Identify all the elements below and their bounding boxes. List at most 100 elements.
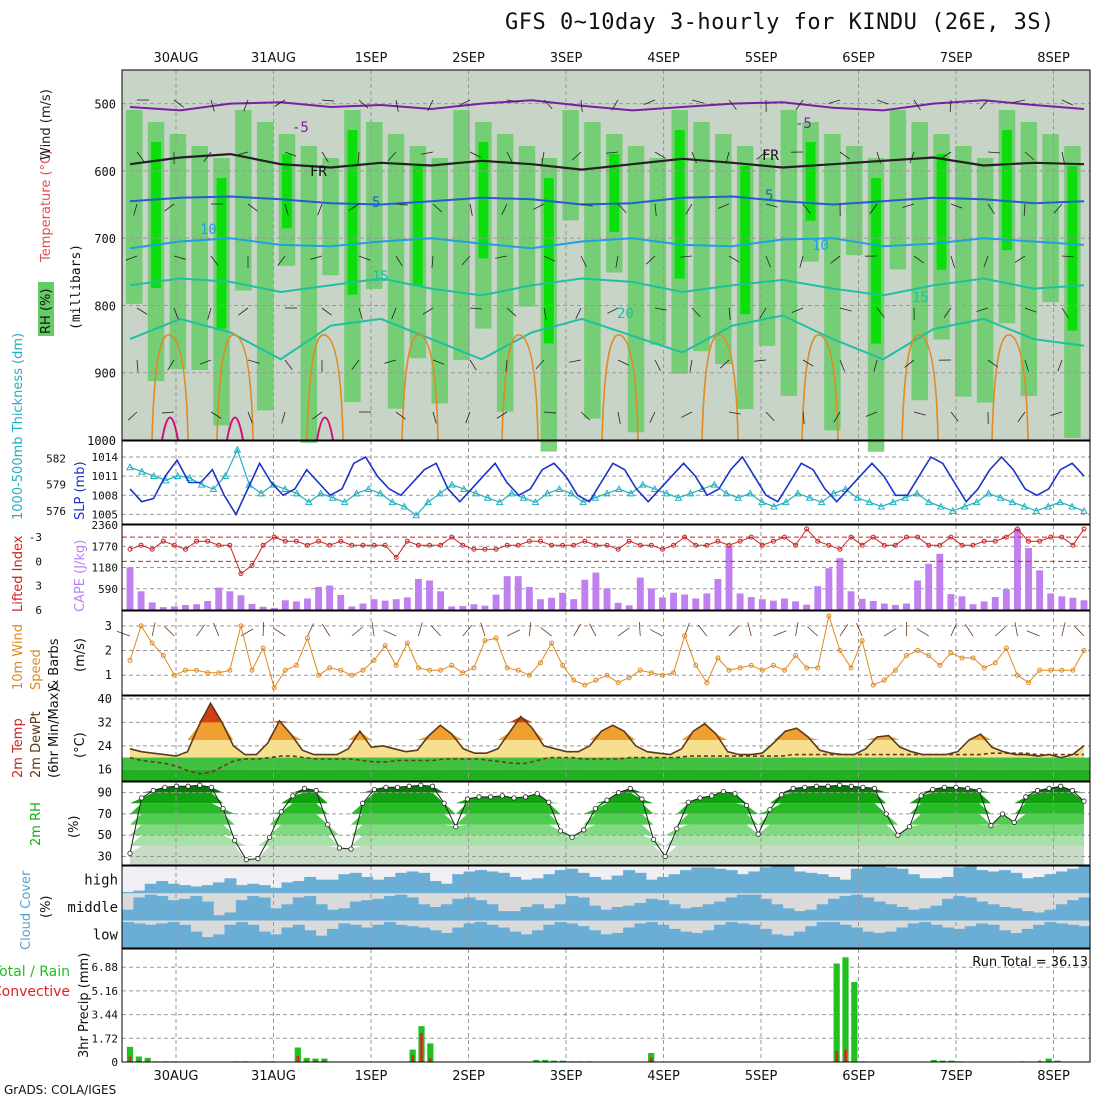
- wind-barb: [1013, 99, 1026, 103]
- wind-speed-point: [216, 670, 222, 676]
- cloud-cell: [281, 904, 294, 921]
- thickness-point: [185, 473, 194, 481]
- wind-barb: [1050, 411, 1063, 416]
- wind-barb: [358, 99, 369, 109]
- rh-moist-column: [584, 122, 601, 419]
- ylabel-minmax: (6hr Min/Max): [47, 688, 62, 778]
- rh-point: [360, 800, 366, 806]
- rh-tick-label: 50: [98, 828, 112, 842]
- cloud-cell: [543, 908, 556, 921]
- cloud-cell: [964, 866, 977, 894]
- thickness-point: [305, 498, 313, 506]
- lifted-index-point: [981, 538, 987, 544]
- wind-barb: [247, 359, 260, 364]
- cloud-cell: [383, 876, 396, 894]
- cloud-cell: [907, 909, 920, 921]
- rh-moist-column: [693, 122, 710, 352]
- cloud-cell: [964, 926, 977, 948]
- lifted-index-point: [515, 542, 521, 548]
- cloud-cell: [122, 909, 134, 921]
- rh-moist-column: [256, 122, 274, 411]
- wind-speed-point: [1059, 667, 1065, 673]
- wind-tick-label: 1: [105, 668, 112, 682]
- cloud-cell: [224, 912, 237, 921]
- ylabel-rh-unit: (%): [67, 816, 82, 839]
- precip-convective-bar: [649, 1057, 653, 1062]
- cloud-cell: [782, 866, 795, 894]
- x-tick-label-bottom: 31AUG: [251, 1069, 296, 1084]
- thickness-point: [627, 489, 635, 497]
- cape-bar: [248, 603, 256, 610]
- cloud-cell: [304, 930, 317, 948]
- wind-speed-point: [338, 667, 344, 673]
- cloud-cell: [440, 883, 453, 894]
- surface-wind-barb: [747, 622, 752, 637]
- lifted-index-point: [560, 542, 566, 548]
- cape-bar: [137, 591, 145, 610]
- cape-bar: [1069, 597, 1077, 610]
- cloud-cell: [520, 934, 533, 948]
- wind-speed-point: [648, 670, 654, 676]
- rh-saturated-column: [151, 142, 162, 289]
- cloud-cell: [998, 930, 1011, 948]
- wind-barb: [617, 359, 629, 366]
- cloud-cell: [588, 930, 601, 948]
- cloud-cell: [1010, 932, 1023, 948]
- cape-bar: [747, 597, 755, 610]
- wind-speed-point: [127, 657, 133, 663]
- wind-speed-point: [948, 650, 954, 656]
- surface-wind-barb: [1014, 622, 1018, 637]
- wind-barb: [902, 203, 915, 208]
- precip-total-bar: [135, 1056, 142, 1062]
- precip-convective-bar: [411, 1055, 414, 1062]
- thickness-point: [889, 498, 898, 506]
- cape-bar: [281, 600, 289, 610]
- surface-wind-barb: [196, 624, 206, 637]
- rh-point: [348, 846, 354, 852]
- rh-tick-label: 70: [98, 807, 112, 821]
- rh-point: [394, 784, 401, 790]
- precip-total-bar: [294, 1047, 301, 1062]
- rh-band: [130, 813, 1084, 825]
- cape-bar: [858, 598, 866, 610]
- x-tick-label-top: 31AUG: [251, 51, 296, 66]
- rh-point: [488, 794, 494, 800]
- wind-speed-point: [194, 667, 200, 673]
- rh-moist-column: [911, 122, 928, 401]
- cloud-cell: [896, 927, 909, 948]
- wind-speed-point: [1003, 645, 1009, 651]
- thickness-point: [722, 489, 731, 497]
- cloud-cell: [395, 924, 408, 948]
- cloud-cell: [292, 897, 305, 921]
- cape-bar: [315, 586, 323, 610]
- wind-barb: [802, 359, 814, 367]
- wind-barb: [203, 151, 212, 162]
- lifted-index-point: [160, 538, 166, 544]
- warm-isotherm-loop: [601, 334, 639, 441]
- cape-bar: [936, 553, 944, 610]
- cloud-cell: [486, 871, 499, 894]
- lifted-index-point: [1037, 538, 1043, 544]
- cape-bar: [148, 602, 156, 610]
- cloud-cell: [941, 876, 954, 894]
- warm-isotherm-loop: [991, 334, 1029, 441]
- lifted-index-point: [637, 542, 643, 548]
- rh-band: [130, 824, 1084, 836]
- lifted-index-point: [1003, 534, 1009, 540]
- cape-bar: [769, 600, 777, 610]
- lifted-index-point: [1026, 538, 1032, 544]
- cloud-cell: [566, 923, 579, 948]
- cape-bar: [426, 580, 433, 610]
- wind-speed-point: [393, 662, 399, 668]
- surface-wind-barb: [617, 627, 630, 637]
- surface-wind-barb: [462, 625, 473, 637]
- thickness-point: [1068, 502, 1076, 510]
- cloud-cell: [930, 924, 943, 948]
- rh-saturated-column: [347, 130, 358, 295]
- cloud-cell: [1021, 878, 1034, 894]
- rh-moist-column: [518, 146, 536, 307]
- cloud-cell: [315, 879, 328, 894]
- thickness-point: [877, 502, 886, 510]
- wind-speed-point: [1048, 667, 1054, 673]
- wind-barb: [1024, 359, 1029, 372]
